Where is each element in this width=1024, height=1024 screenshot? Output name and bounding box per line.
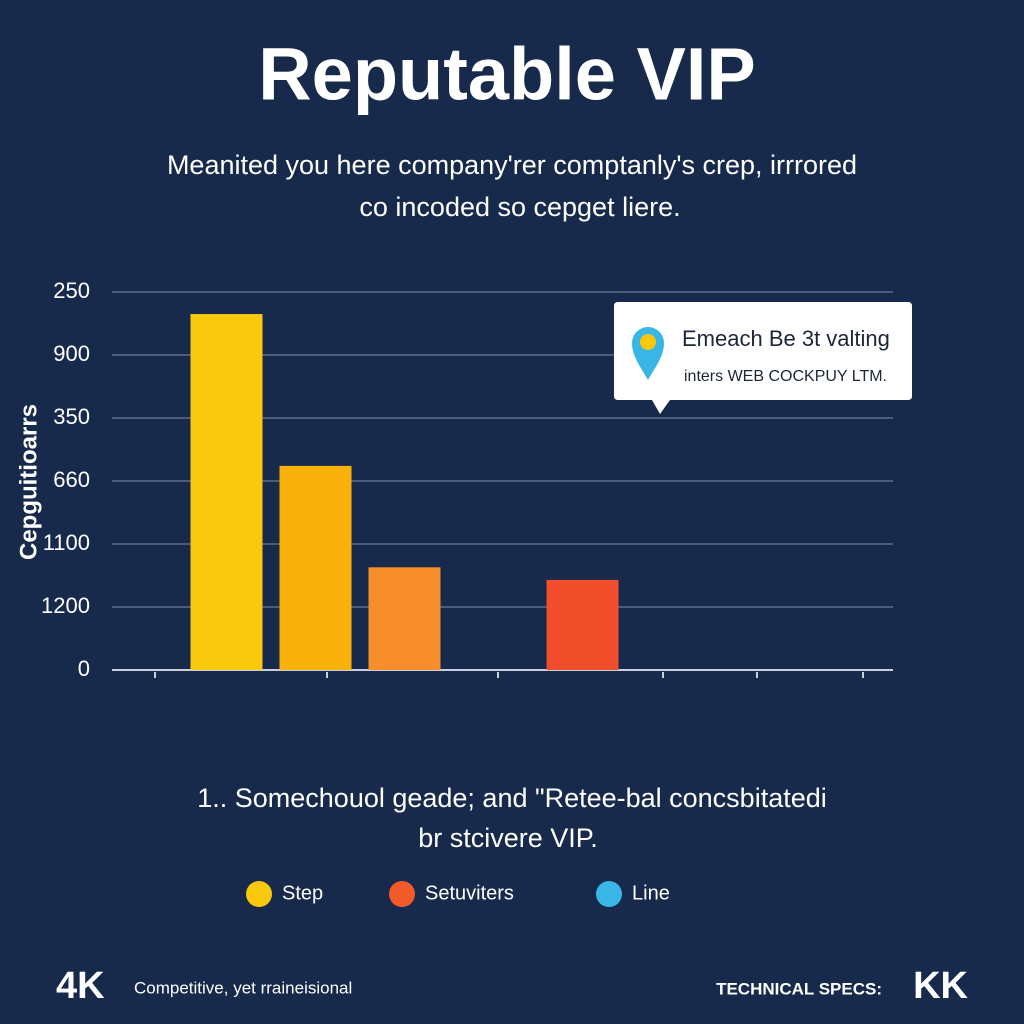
y-tick-label: 350: [53, 404, 90, 429]
bar: [546, 579, 619, 670]
y-tick-label: 250: [53, 278, 90, 303]
callout: Emeach Be 3t valting inters WEB COCKPUY …: [614, 302, 912, 414]
footer-badge: 4K: [56, 965, 105, 1007]
bar: [279, 465, 352, 670]
legend-swatch: [389, 881, 415, 907]
callout-box: [614, 302, 912, 414]
caption: br stcivere VIP.: [418, 823, 598, 853]
y-axis-label: Cepguitioarrs: [15, 404, 42, 560]
caption: 1.. Somechouol geade; and "Retee-bal con…: [197, 783, 827, 813]
y-tick-label: 1100: [43, 530, 90, 555]
callout-text: inters WEB COCKPUY LTM.: [684, 368, 887, 385]
subtitle: Meanited you here company'rer comptanly'…: [167, 150, 857, 180]
legend-label: Line: [632, 882, 670, 904]
callout-icon: [632, 327, 664, 380]
chart-title: Reputable VIP: [258, 33, 756, 116]
legend-swatch: [246, 881, 272, 907]
footer-specs: TECHNICAL SPECS:: [716, 979, 882, 998]
y-tick-label: 660: [53, 467, 90, 492]
x-axis-ticks: [154, 672, 864, 678]
y-tick-label: 1200: [41, 593, 90, 618]
y-tick-label: 0: [78, 656, 90, 681]
plot: 0 1200 1100 660 350 900 250: [41, 278, 893, 681]
bar: [190, 314, 263, 670]
callout-icon-dot: [640, 334, 656, 350]
subtitle: co incoded so cepget liere.: [359, 192, 680, 222]
bar: [368, 567, 441, 670]
legend-label: Setuviters: [425, 882, 514, 904]
legend: Step Setuviters Line: [246, 881, 670, 907]
legend-label: Step: [282, 882, 323, 904]
footer-text: Competitive, yet rraineisional: [134, 978, 352, 997]
callout-title: Emeach Be 3t valting: [682, 326, 890, 351]
y-tick-label: 900: [53, 341, 90, 366]
footer-specs-badge: KK: [913, 965, 968, 1007]
legend-swatch: [596, 881, 622, 907]
